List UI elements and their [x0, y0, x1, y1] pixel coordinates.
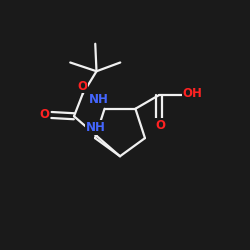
Text: O: O [40, 108, 50, 121]
Text: NH: NH [86, 121, 106, 134]
Text: O: O [156, 119, 166, 132]
Text: OH: OH [183, 87, 203, 100]
Text: O: O [78, 80, 88, 93]
Text: NH: NH [88, 93, 108, 106]
